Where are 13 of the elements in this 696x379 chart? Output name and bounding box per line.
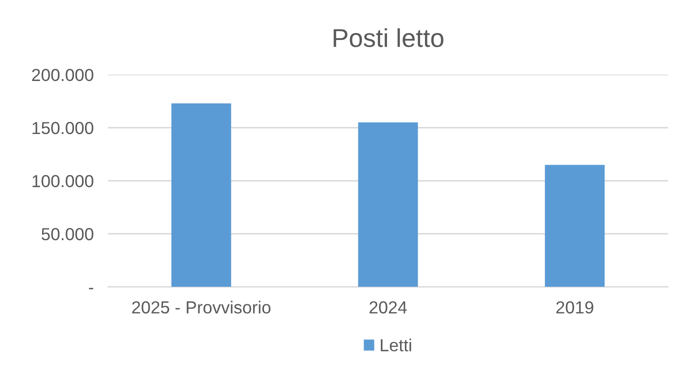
y-tick-label: 200.000 — [32, 68, 94, 82]
x-tick-label: 2024 — [370, 301, 407, 314]
bar — [171, 103, 232, 287]
bar — [358, 122, 418, 287]
y-tick-label: 100.000 — [32, 174, 94, 188]
y-tick-label: 150.000 — [32, 122, 94, 134]
bar — [544, 164, 605, 287]
y-tick-label: 50.000 — [42, 228, 94, 240]
legend-label: Letti — [380, 338, 412, 352]
x-tick-label: 2019 — [556, 301, 594, 314]
chart-title: Posti letto — [334, 28, 444, 48]
x-tick-label: 2025 - Provvisorio — [132, 300, 270, 314]
y-tick-label: - — [88, 288, 94, 290]
